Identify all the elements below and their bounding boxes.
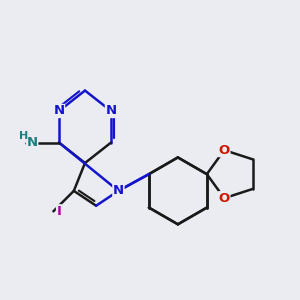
Text: N: N: [27, 136, 38, 149]
Text: N: N: [105, 104, 117, 118]
Text: N: N: [53, 104, 64, 118]
Text: N: N: [113, 184, 124, 197]
Text: I: I: [56, 205, 61, 218]
Text: O: O: [219, 144, 230, 157]
Text: O: O: [219, 192, 230, 205]
Text: H: H: [19, 131, 28, 141]
